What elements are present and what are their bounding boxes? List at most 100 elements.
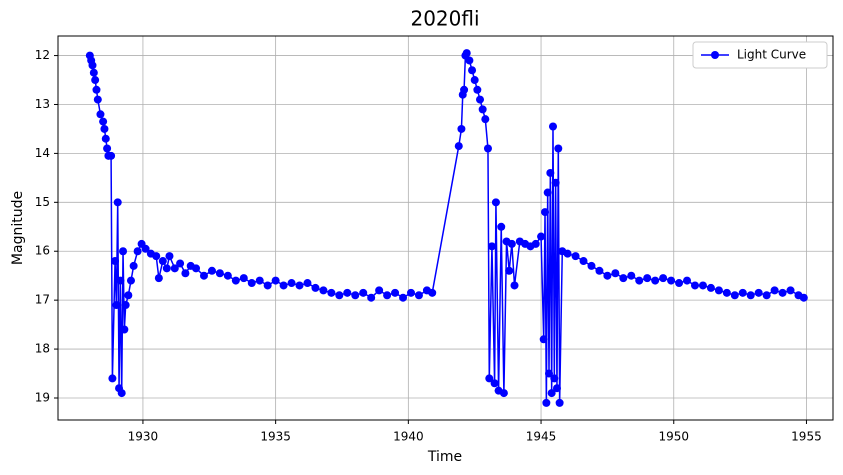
point: [92, 85, 101, 94]
point: [497, 222, 506, 231]
point: [579, 257, 588, 266]
x-tick-label: 1945: [526, 430, 557, 444]
x-tick-label: 1940: [393, 430, 424, 444]
point: [165, 252, 174, 261]
point: [129, 261, 138, 270]
point: [563, 249, 572, 258]
point: [547, 389, 556, 398]
point: [786, 286, 795, 295]
point: [88, 61, 97, 70]
point: [571, 252, 580, 261]
point: [473, 85, 482, 94]
point: [531, 239, 540, 248]
point: [770, 286, 779, 295]
point: [103, 144, 112, 153]
point: [93, 95, 102, 104]
legend-label: Light Curve: [737, 48, 806, 62]
y-tick-label: 18: [35, 342, 50, 356]
point: [465, 56, 474, 65]
point: [714, 286, 723, 295]
point: [627, 271, 636, 280]
point: [108, 374, 117, 383]
point: [199, 271, 208, 280]
point: [619, 274, 628, 283]
point: [491, 198, 500, 207]
point: [192, 264, 201, 273]
point: [537, 232, 546, 241]
x-tick-label: 1930: [128, 430, 159, 444]
point: [133, 247, 142, 256]
point: [391, 288, 400, 297]
point: [635, 276, 644, 285]
point: [319, 286, 328, 295]
point: [478, 105, 487, 114]
point: [485, 374, 494, 383]
point: [383, 291, 392, 300]
point: [545, 369, 554, 378]
point: [554, 144, 563, 153]
point: [507, 239, 516, 248]
point: [550, 374, 559, 383]
point: [543, 188, 552, 197]
point: [406, 288, 415, 297]
point: [215, 269, 224, 278]
point: [335, 291, 344, 300]
point: [470, 76, 479, 85]
point: [170, 264, 179, 273]
y-tick-label: 19: [35, 390, 50, 404]
point: [643, 274, 652, 283]
point: [119, 247, 128, 256]
point: [746, 291, 755, 300]
point: [120, 325, 129, 334]
point: [101, 134, 110, 143]
point: [762, 291, 771, 300]
point: [126, 276, 135, 285]
y-tick-label: 13: [35, 97, 50, 111]
point: [587, 261, 596, 270]
point: [107, 151, 116, 160]
point: [247, 279, 256, 288]
point: [343, 288, 352, 297]
point: [754, 288, 763, 297]
point: [778, 288, 787, 297]
point: [510, 281, 519, 290]
point: [505, 266, 514, 275]
point: [327, 288, 336, 297]
y-tick-label: 17: [35, 293, 50, 307]
y-tick-label: 14: [35, 146, 50, 160]
point: [279, 281, 288, 290]
line: [89, 51, 805, 403]
y-tick-label: 15: [35, 195, 50, 209]
point: [116, 276, 125, 285]
point: [239, 274, 248, 283]
point: [231, 276, 240, 285]
x-axis-label: Time: [427, 449, 462, 465]
point: [487, 242, 496, 251]
point: [367, 293, 376, 302]
point: [738, 288, 747, 297]
point: [111, 257, 120, 266]
point: [722, 288, 731, 297]
point: [468, 66, 477, 75]
point: [255, 276, 264, 285]
point: [457, 124, 466, 133]
point: [603, 271, 612, 280]
point: [91, 76, 100, 85]
point: [555, 398, 564, 407]
point: [414, 291, 423, 300]
point: [181, 269, 190, 278]
point: [552, 384, 561, 393]
x-tick-label: 1935: [260, 430, 291, 444]
point: [551, 178, 560, 187]
point: [124, 291, 133, 300]
x-tick-label: 1955: [791, 430, 822, 444]
point: [162, 264, 171, 273]
point: [263, 281, 272, 290]
point: [690, 281, 699, 290]
point: [158, 257, 167, 266]
point: [359, 288, 368, 297]
point: [154, 274, 163, 283]
point: [100, 124, 109, 133]
point: [176, 259, 185, 268]
